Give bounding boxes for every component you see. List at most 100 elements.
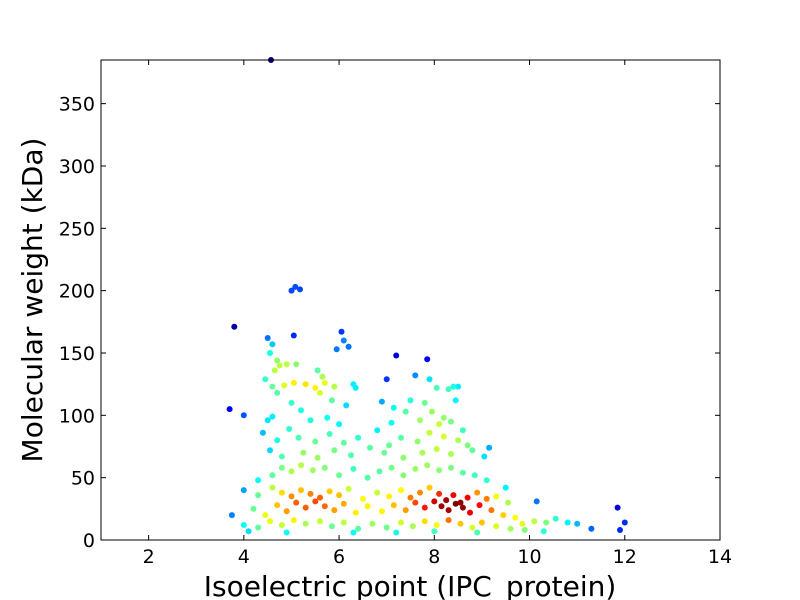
data-point xyxy=(274,357,281,364)
data-point xyxy=(288,287,295,294)
data-point xyxy=(290,517,297,524)
data-point xyxy=(445,507,452,514)
data-point xyxy=(331,507,338,514)
x-tick-label: 6 xyxy=(333,546,345,568)
data-point xyxy=(424,462,431,469)
data-point xyxy=(369,520,376,527)
data-point xyxy=(393,529,400,536)
data-point xyxy=(250,505,257,512)
data-point xyxy=(543,519,550,526)
data-point xyxy=(309,467,316,474)
data-point xyxy=(312,438,319,445)
x-tick-label: 12 xyxy=(613,546,637,568)
data-point xyxy=(436,467,443,474)
data-point xyxy=(450,383,457,390)
y-tick-label: 350 xyxy=(59,94,95,116)
x-tick-label: 8 xyxy=(428,546,440,568)
data-point xyxy=(386,493,393,500)
data-point xyxy=(281,382,288,389)
data-point xyxy=(317,389,323,396)
data-point xyxy=(293,499,300,506)
data-point xyxy=(321,503,328,510)
data-point xyxy=(300,449,307,456)
data-point xyxy=(326,488,333,495)
data-point xyxy=(381,449,388,456)
data-point xyxy=(262,512,269,519)
data-point xyxy=(398,434,404,441)
data-point xyxy=(483,477,490,484)
data-points xyxy=(226,57,628,536)
data-point xyxy=(336,421,343,428)
data-point xyxy=(476,502,483,509)
data-point xyxy=(469,524,476,531)
data-point xyxy=(469,447,476,454)
data-point xyxy=(374,427,381,434)
data-point xyxy=(407,494,414,501)
data-point xyxy=(240,412,247,419)
data-point xyxy=(283,508,290,515)
plot-frame xyxy=(100,59,721,541)
data-point xyxy=(278,453,285,460)
data-point xyxy=(455,383,462,390)
data-point xyxy=(240,487,247,494)
data-point xyxy=(269,341,276,348)
y-axis-ticks: 0 50 100 150 200 250 300 350 xyxy=(59,94,720,552)
data-point xyxy=(350,381,357,388)
data-point xyxy=(417,489,423,496)
data-point xyxy=(231,323,238,330)
data-point xyxy=(278,489,285,496)
data-point xyxy=(502,484,509,491)
data-point xyxy=(390,404,397,411)
data-point xyxy=(319,373,326,380)
data-point xyxy=(345,485,352,492)
data-point xyxy=(262,376,269,383)
data-point xyxy=(314,454,321,461)
data-point xyxy=(450,492,457,499)
data-point xyxy=(388,419,395,426)
data-point xyxy=(331,447,338,454)
data-point xyxy=(340,337,347,344)
data-point xyxy=(388,464,395,471)
data-point xyxy=(428,408,435,415)
data-point xyxy=(328,397,335,404)
data-point xyxy=(443,497,450,504)
data-point xyxy=(426,484,433,491)
data-point xyxy=(433,522,440,528)
data-point xyxy=(424,356,431,363)
data-point xyxy=(433,384,440,391)
data-point xyxy=(298,462,304,469)
data-point xyxy=(228,512,235,519)
data-point xyxy=(348,452,354,459)
data-point xyxy=(445,517,452,524)
data-point xyxy=(440,414,447,421)
data-point xyxy=(574,520,581,527)
data-point xyxy=(440,433,447,440)
data-point xyxy=(364,474,371,481)
data-point xyxy=(290,379,297,386)
data-point xyxy=(255,477,262,484)
data-point xyxy=(274,389,281,396)
data-point xyxy=(421,399,428,406)
data-point xyxy=(383,524,390,531)
data-point xyxy=(359,495,366,502)
data-point xyxy=(448,464,454,471)
data-point xyxy=(274,437,281,444)
data-point xyxy=(267,350,273,356)
y-tick-label: 50 xyxy=(71,468,95,490)
data-point xyxy=(552,515,559,522)
data-point xyxy=(412,465,419,472)
data-point xyxy=(364,503,371,510)
data-point xyxy=(486,444,493,451)
data-point xyxy=(467,509,473,516)
data-point xyxy=(438,503,445,510)
data-point xyxy=(478,519,485,526)
data-point xyxy=(240,522,247,528)
data-point xyxy=(338,328,345,335)
data-point xyxy=(314,367,321,374)
data-point xyxy=(321,464,328,471)
data-point xyxy=(452,397,459,404)
data-point xyxy=(464,494,471,501)
data-point xyxy=(512,514,519,521)
data-point xyxy=(340,519,347,526)
x-axis-ticks: 2 4 6 8 10 12 14 xyxy=(143,60,732,568)
